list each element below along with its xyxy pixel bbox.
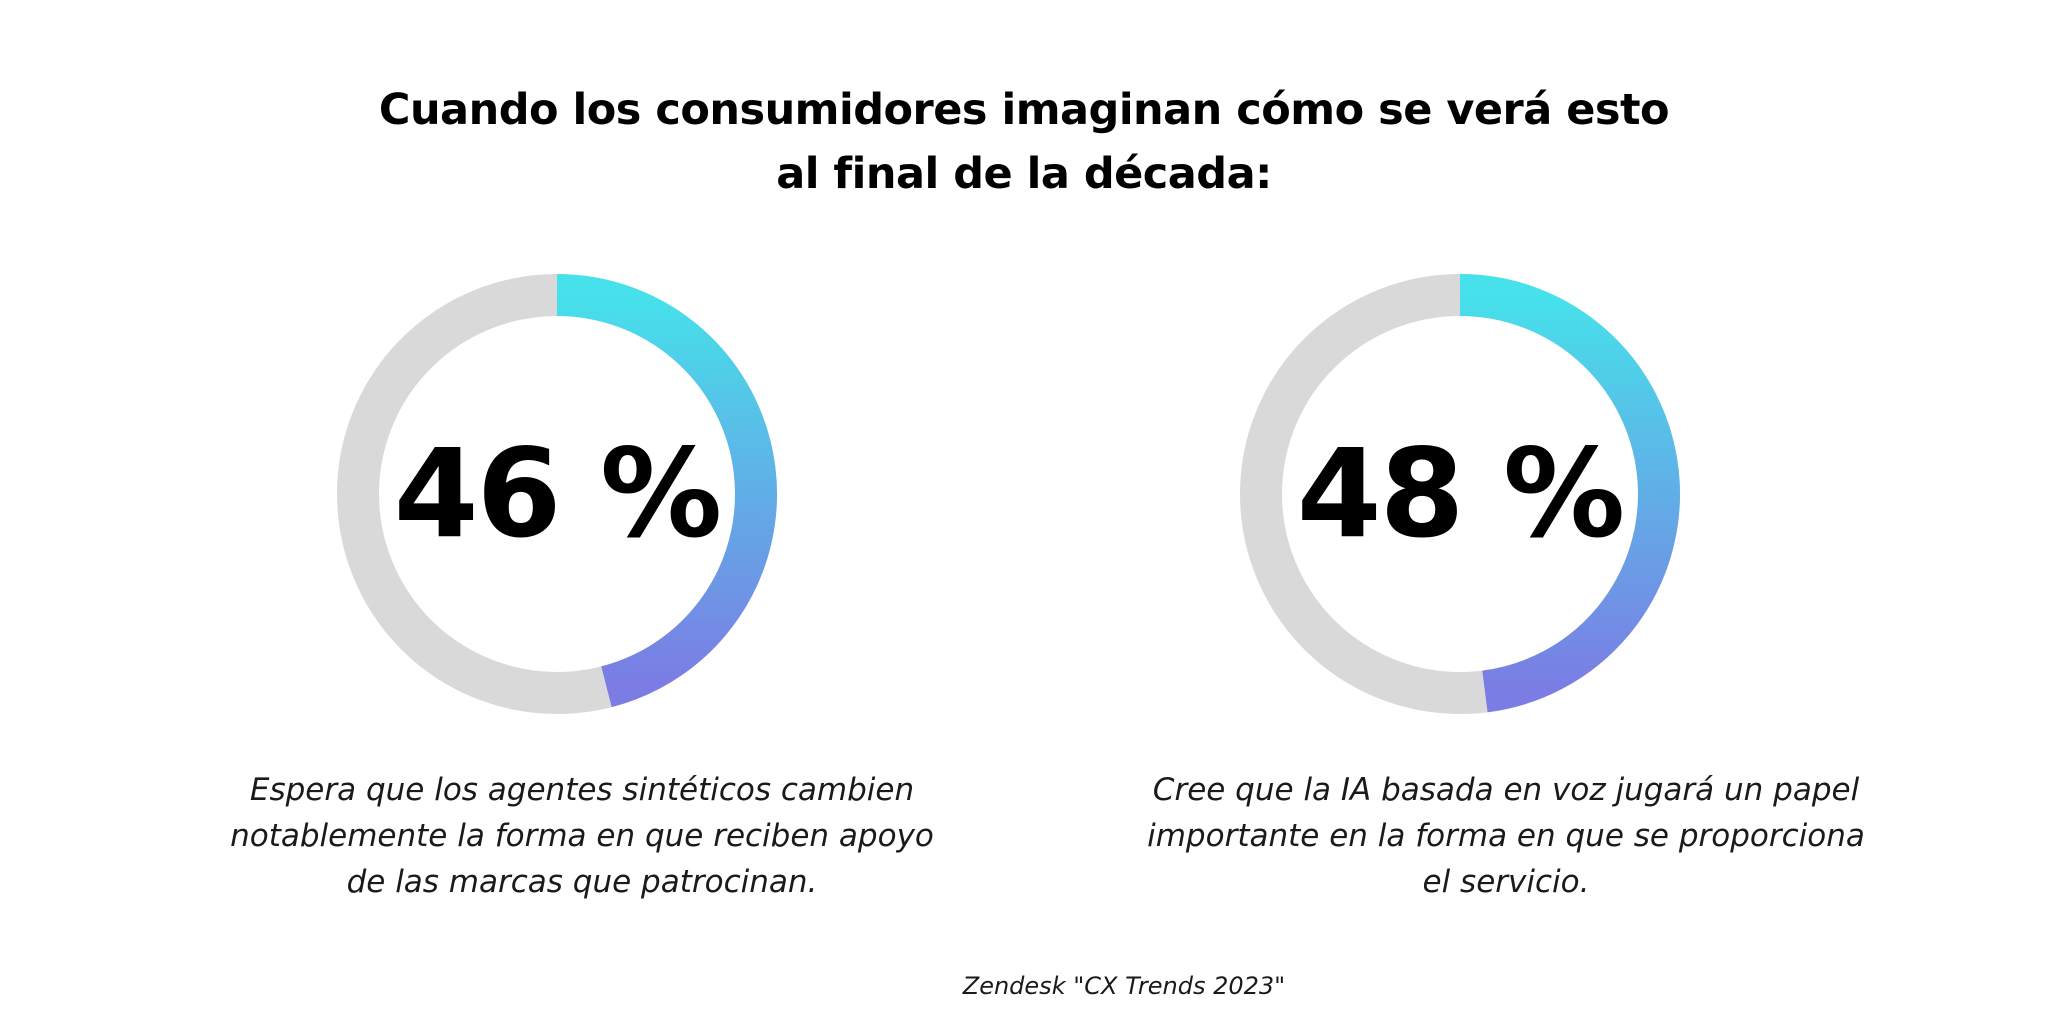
donut-caption-2: Cree que la IA basada en voz jugará un p… [1147,772,1865,900]
donut-chart-1: 46 % [327,264,787,724]
donut-svg-2: 48 % [1240,274,1680,714]
donut-value-label: 48 % [1297,423,1624,565]
donut-arc [1459,274,1680,713]
donut-value-label: 46 % [394,423,721,565]
donut-chart-2: 48 % [1230,264,1690,724]
donut-caption-1: Espera que los agentes sintéticos cambie… [230,772,934,900]
source-citation: Zendesk "CX Trends 2023" [962,972,1286,1000]
donut-svg-1: 46 % [337,274,777,714]
donut-arc [556,274,777,708]
page-title: Cuando los consumidores imaginan cómo se… [378,85,1670,199]
